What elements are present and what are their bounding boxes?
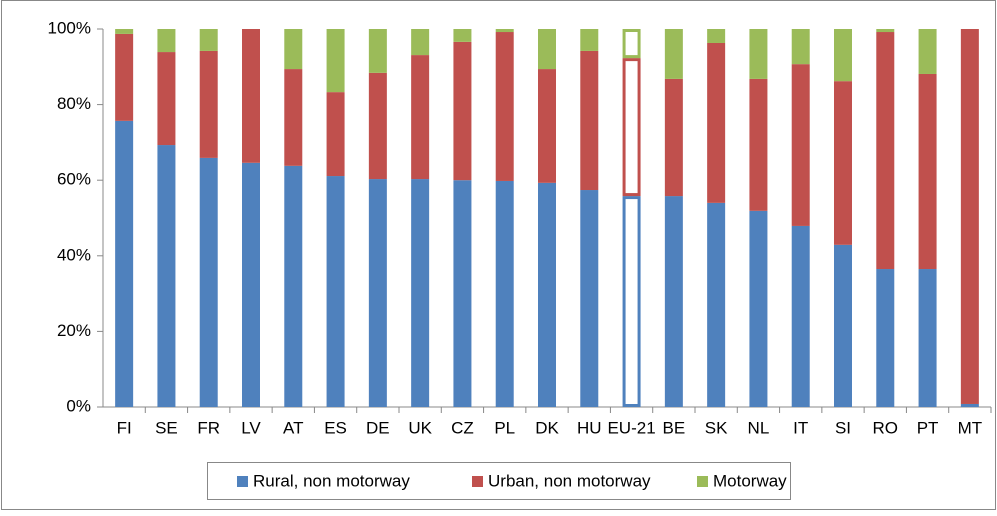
bar-segment bbox=[960, 29, 979, 404]
bar-segment bbox=[242, 29, 260, 163]
x-tick-label: FI bbox=[117, 418, 132, 437]
bar-segment bbox=[622, 29, 641, 59]
x-tick-label: HU bbox=[577, 418, 602, 437]
bar-segment bbox=[791, 64, 810, 226]
bar-segment bbox=[707, 202, 726, 407]
bar-segment bbox=[664, 29, 683, 79]
bar-segment bbox=[622, 196, 641, 407]
x-tick-label: CZ bbox=[451, 418, 474, 437]
bar-segment bbox=[199, 157, 218, 407]
bar-segment bbox=[199, 29, 218, 51]
bar-segment bbox=[538, 29, 556, 70]
bar-segment bbox=[707, 29, 726, 43]
x-tick-label: ES bbox=[324, 418, 347, 437]
bar-segment bbox=[157, 52, 176, 146]
x-tick-label: PL bbox=[494, 418, 515, 437]
bar-segment bbox=[580, 190, 599, 407]
bar-segment bbox=[411, 55, 430, 180]
x-tick-label: SE bbox=[155, 418, 178, 437]
bar-segment bbox=[538, 69, 556, 183]
bar-segment bbox=[368, 29, 387, 73]
legend-box bbox=[207, 462, 791, 500]
bar-segment bbox=[918, 29, 937, 74]
x-tick-label: RO bbox=[873, 418, 899, 437]
bar-segment bbox=[834, 81, 852, 245]
bar-segment bbox=[918, 73, 937, 270]
x-tick-label: BE bbox=[663, 418, 686, 437]
bar-segment bbox=[622, 58, 641, 197]
bar-segment bbox=[453, 180, 472, 407]
bar-segment bbox=[157, 29, 176, 53]
bar-segment bbox=[538, 182, 556, 407]
y-tick-label: 40% bbox=[57, 245, 91, 264]
x-tick-label: LV bbox=[241, 418, 261, 437]
bar-segment bbox=[115, 120, 134, 407]
x-tick-label: NL bbox=[748, 418, 770, 437]
bar-segment bbox=[749, 78, 768, 211]
bar-segment bbox=[664, 196, 683, 407]
bar-segment bbox=[707, 42, 726, 203]
bar-segment bbox=[411, 179, 430, 407]
bar-segment bbox=[453, 29, 472, 42]
bar-segment bbox=[791, 225, 810, 407]
x-tick-label: SK bbox=[705, 418, 728, 437]
bar-segment bbox=[876, 32, 895, 270]
bar-segment bbox=[368, 72, 387, 180]
bar-segment bbox=[326, 29, 345, 93]
bar-segment bbox=[157, 145, 176, 407]
bar-segment bbox=[242, 162, 260, 407]
bar-segment bbox=[453, 41, 472, 181]
y-tick-label: 0% bbox=[66, 396, 91, 415]
bar-segment bbox=[199, 50, 218, 158]
x-tick-label: UK bbox=[408, 418, 432, 437]
bar-segment bbox=[284, 69, 303, 166]
x-tick-label: DK bbox=[535, 418, 559, 437]
bar-segment bbox=[834, 29, 852, 82]
bar-segment bbox=[326, 176, 345, 407]
x-tick-label: AT bbox=[283, 418, 303, 437]
bar-segment bbox=[580, 50, 599, 191]
bar-segment bbox=[664, 78, 683, 197]
bar-segment bbox=[368, 179, 387, 407]
x-tick-label: DE bbox=[366, 418, 390, 437]
bar-segment bbox=[960, 403, 979, 407]
bar-segment bbox=[834, 244, 852, 407]
x-tick-label: EU-21 bbox=[607, 418, 655, 437]
bar-segment bbox=[326, 92, 345, 177]
bar-segment bbox=[115, 33, 134, 121]
y-tick-label: 20% bbox=[57, 321, 91, 340]
bar-segment bbox=[495, 180, 514, 407]
y-tick-label: 60% bbox=[57, 170, 91, 189]
x-tick-label: MT bbox=[958, 418, 983, 437]
legend-label: Motorway bbox=[713, 471, 787, 490]
bar-segment bbox=[495, 29, 514, 33]
bar-segment bbox=[918, 269, 937, 407]
legend-swatch bbox=[472, 476, 483, 487]
bar-segment bbox=[284, 29, 303, 70]
y-tick-label: 80% bbox=[57, 94, 91, 113]
bar-segment bbox=[580, 29, 599, 51]
legend-swatch bbox=[697, 476, 708, 487]
y-tick-label: 100% bbox=[48, 18, 91, 37]
bar-segment bbox=[411, 29, 430, 56]
bar-segment bbox=[791, 29, 810, 65]
x-tick-label: SI bbox=[835, 418, 851, 437]
bar-segment bbox=[115, 29, 134, 34]
x-tick-label: PT bbox=[917, 418, 939, 437]
bar-segment bbox=[495, 32, 514, 181]
x-tick-label: IT bbox=[793, 418, 808, 437]
bar-segment bbox=[876, 29, 895, 33]
legend-swatch bbox=[237, 476, 248, 487]
bar-segment bbox=[876, 269, 895, 407]
legend-label: Rural, non motorway bbox=[253, 471, 410, 490]
x-tick-label: FR bbox=[197, 418, 220, 437]
bar-segment bbox=[284, 165, 303, 407]
bar-segment bbox=[749, 210, 768, 407]
legend-label: Urban, non motorway bbox=[488, 471, 651, 490]
bar-segment bbox=[749, 29, 768, 79]
